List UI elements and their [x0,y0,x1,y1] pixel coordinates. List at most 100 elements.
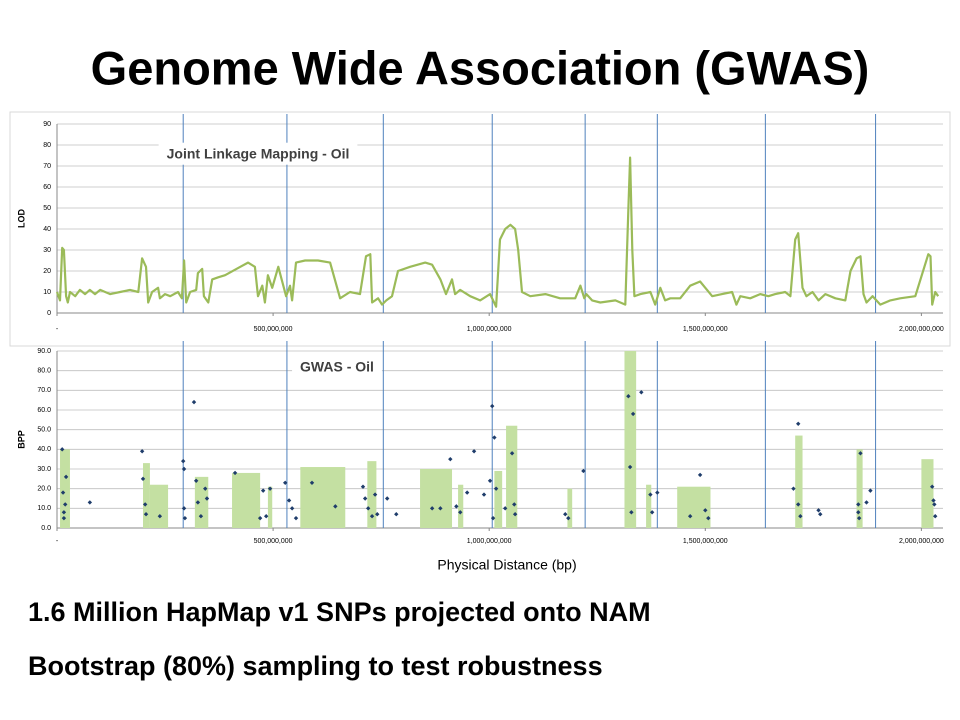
snp-point [142,502,148,507]
snp-point [471,449,477,454]
interval-bar [367,461,377,528]
snp-point [796,502,801,507]
bullet: Bootstrap (80%) sampling to test robustn… [28,651,603,681]
snp-point [454,504,459,509]
interval-bar [921,459,934,528]
y-tick-label: 20.0 [37,486,51,493]
snp-point [868,488,873,493]
x-tick-label: 1,000,000,000 [467,538,512,545]
lod-line [55,156,940,308]
snp-point [365,506,371,511]
interval-bar [795,435,803,528]
snp-point [509,451,515,456]
interval-bar [149,484,169,528]
snp-point [856,502,861,507]
y-tick-label: 50.0 [37,427,51,434]
snp-point [362,496,368,501]
snp-point [856,510,861,515]
snp-point [181,506,187,511]
interval-bar [677,486,711,528]
x-tick-label: 1,500,000,000 [683,326,728,333]
y-tick-label: 50 [43,205,51,212]
annotation-bg [292,355,382,378]
snp-point [706,515,711,521]
snp-point [59,447,65,452]
snp-point [63,502,68,507]
y-tick-label: 90.0 [37,348,51,355]
snp-point [493,486,499,491]
snp-point [267,486,273,491]
interval-bar [232,472,261,528]
snp-point [932,502,937,507]
interval-bar [646,484,652,528]
snp-point [181,458,186,464]
y-tick-label: 30.0 [37,466,51,473]
x-tick-label: - [56,538,59,545]
snp-point [372,492,378,497]
snp-point [429,506,435,511]
snp-point [61,510,67,515]
snp-point [448,456,453,462]
snp-point [282,480,288,485]
snp-point [931,498,936,503]
y-tick-label: 0 [47,310,51,317]
chart-annotation: Joint Linkage Mapping - Oil [167,146,350,162]
snp-point [487,478,493,483]
snp-point [203,486,208,491]
annotation-bg [158,142,358,165]
snp-point [581,468,586,474]
snp-point [260,488,266,493]
y-axis-label: LOD [16,209,26,228]
x-axis-label: Physical Distance (bp) [437,557,576,573]
snp-point [139,449,145,454]
snp-point [649,510,655,515]
snp-point [502,506,508,511]
y-tick-label: 30 [43,247,51,254]
snp-point [796,421,801,426]
y-tick-label: 20 [43,268,51,275]
snp-point [286,498,292,503]
snp-point [204,496,210,501]
snp-point [856,515,862,521]
snp-point [648,492,653,497]
interval-bar [267,486,273,528]
y-tick-label: 70 [43,163,51,170]
snp-point [490,403,495,409]
y-tick-label: 0.0 [41,525,51,532]
x-tick-label: 1,500,000,000 [683,538,728,545]
y-tick-label: 60.0 [37,407,51,414]
y-tick-label: 90 [43,121,51,128]
snp-point [864,500,869,505]
snp-point [143,512,149,517]
snp-point [369,514,375,519]
slide-title: Genome Wide Association (GWAS) [91,41,870,94]
interval-bar [567,488,573,528]
snp-point [360,484,366,489]
snp-point [566,515,571,521]
snp-point [263,514,269,519]
x-tick-label: 2,000,000,000 [899,538,944,545]
snp-point [481,492,487,497]
snp-point [438,506,443,511]
x-tick-label: 500,000,000 [254,538,293,545]
snp-point [703,508,708,513]
snp-point [257,515,263,521]
interval-bar [506,425,518,528]
interval-bar [143,463,150,528]
y-tick-label: 40.0 [37,446,51,453]
snp-point [791,486,796,491]
snp-point [490,515,496,521]
snp-point [929,484,935,489]
interval-bar [624,351,637,528]
snp-point [60,490,66,495]
snp-point [630,411,636,417]
x-tick-label: 500,000,000 [254,326,293,333]
snp-point [697,472,703,478]
snp-point [375,512,380,517]
snp-point [858,451,863,456]
snp-point [193,478,199,483]
snp-point [195,500,201,505]
snp-point [61,515,67,521]
y-tick-label: 10.0 [37,505,51,512]
